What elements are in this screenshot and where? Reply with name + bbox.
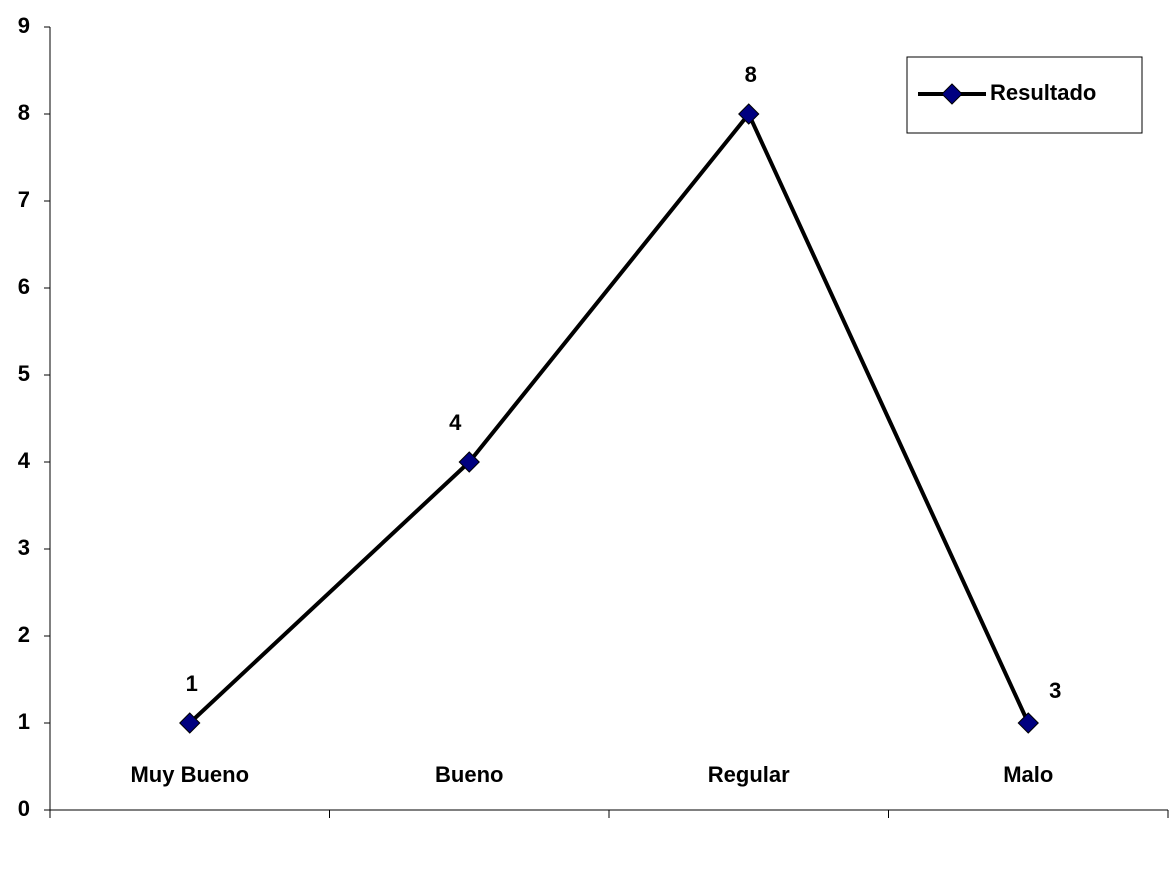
data-label: 3 (1049, 678, 1061, 703)
data-point (458, 451, 480, 473)
data-point (738, 103, 760, 125)
data-label: 8 (745, 62, 757, 87)
data-label: 4 (449, 410, 462, 435)
y-tick-label: 6 (18, 274, 30, 299)
data-point (179, 712, 201, 734)
y-tick-label: 8 (18, 100, 30, 125)
y-tick-label: 5 (18, 361, 30, 386)
legend-marker (941, 83, 963, 105)
y-tick-label: 0 (18, 796, 30, 821)
x-tick-label: Regular (708, 762, 790, 787)
x-tick-label: Bueno (435, 762, 503, 787)
x-tick-label: Muy Bueno (130, 762, 249, 787)
y-tick-label: 1 (18, 709, 30, 734)
data-label: 1 (186, 671, 198, 696)
series-line (188, 110, 1031, 725)
y-tick-label: 4 (18, 448, 31, 473)
y-tick-label: 9 (18, 13, 30, 38)
legend-label: Resultado (990, 80, 1096, 105)
y-tick-label: 3 (18, 535, 30, 560)
x-tick-label: Malo (1003, 762, 1053, 787)
y-tick-label: 2 (18, 622, 30, 647)
data-point (1017, 712, 1039, 734)
y-tick-label: 7 (18, 187, 30, 212)
